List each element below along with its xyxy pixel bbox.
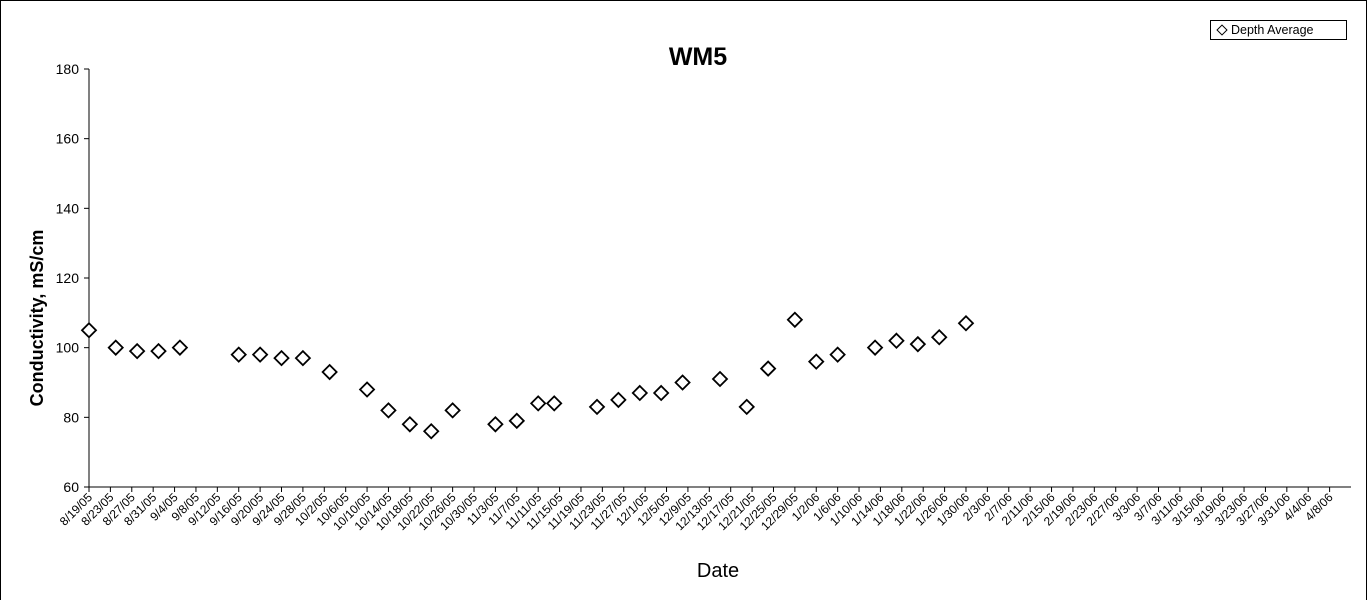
- data-point: [80, 321, 98, 339]
- data-point: [786, 311, 804, 329]
- data-point: [652, 384, 670, 402]
- data-point: [866, 339, 884, 356]
- data-point: [487, 416, 504, 433]
- data-point: [529, 395, 547, 412]
- data-point: [957, 315, 975, 332]
- data-point: [107, 339, 125, 356]
- data-point: [294, 349, 312, 367]
- y-tick-label: 80: [63, 409, 79, 425]
- data-point: [171, 339, 189, 356]
- data-point: [444, 402, 461, 419]
- y-axis-label: Conductivity, mS/cm: [27, 230, 47, 407]
- data-point: [738, 398, 756, 416]
- data-point: [251, 346, 269, 363]
- data-points: [80, 311, 975, 440]
- data-point: [321, 363, 338, 381]
- chart-title: WM5: [669, 43, 727, 71]
- data-point: [508, 412, 526, 430]
- x-axis-ticks: 8/19/058/23/058/27/058/31/059/4/059/8/05…: [57, 487, 1336, 533]
- data-point: [759, 360, 777, 377]
- data-point: [930, 328, 948, 346]
- y-tick-label: 160: [56, 131, 80, 147]
- y-tick-label: 60: [63, 479, 79, 495]
- data-point: [380, 402, 397, 419]
- data-point: [888, 332, 905, 349]
- data-point: [588, 398, 606, 416]
- legend-label: Depth Average: [1231, 23, 1314, 37]
- data-point: [150, 342, 167, 360]
- y-tick-label: 120: [56, 270, 80, 286]
- x-axis-label: Date: [697, 560, 739, 582]
- data-point: [358, 381, 376, 398]
- chart-legend: Depth Average: [1210, 20, 1347, 40]
- data-point: [674, 374, 691, 391]
- data-point: [610, 391, 627, 409]
- data-point: [829, 346, 846, 363]
- data-point: [230, 346, 248, 363]
- data-point: [631, 384, 649, 402]
- y-tick-label: 140: [56, 200, 80, 216]
- data-point: [401, 416, 419, 433]
- diamond-marker-icon: [1216, 24, 1228, 36]
- y-tick-label: 180: [56, 61, 80, 77]
- data-point: [128, 342, 146, 360]
- data-point: [711, 370, 729, 388]
- y-tick-label: 100: [56, 340, 80, 356]
- data-point: [422, 422, 440, 440]
- y-axis-ticks: 60 80 100 120 140 160 180: [56, 61, 89, 495]
- data-point: [909, 335, 927, 353]
- data-point: [545, 395, 563, 412]
- data-point: [273, 349, 290, 367]
- data-point: [807, 353, 825, 370]
- axes: [88, 69, 1351, 488]
